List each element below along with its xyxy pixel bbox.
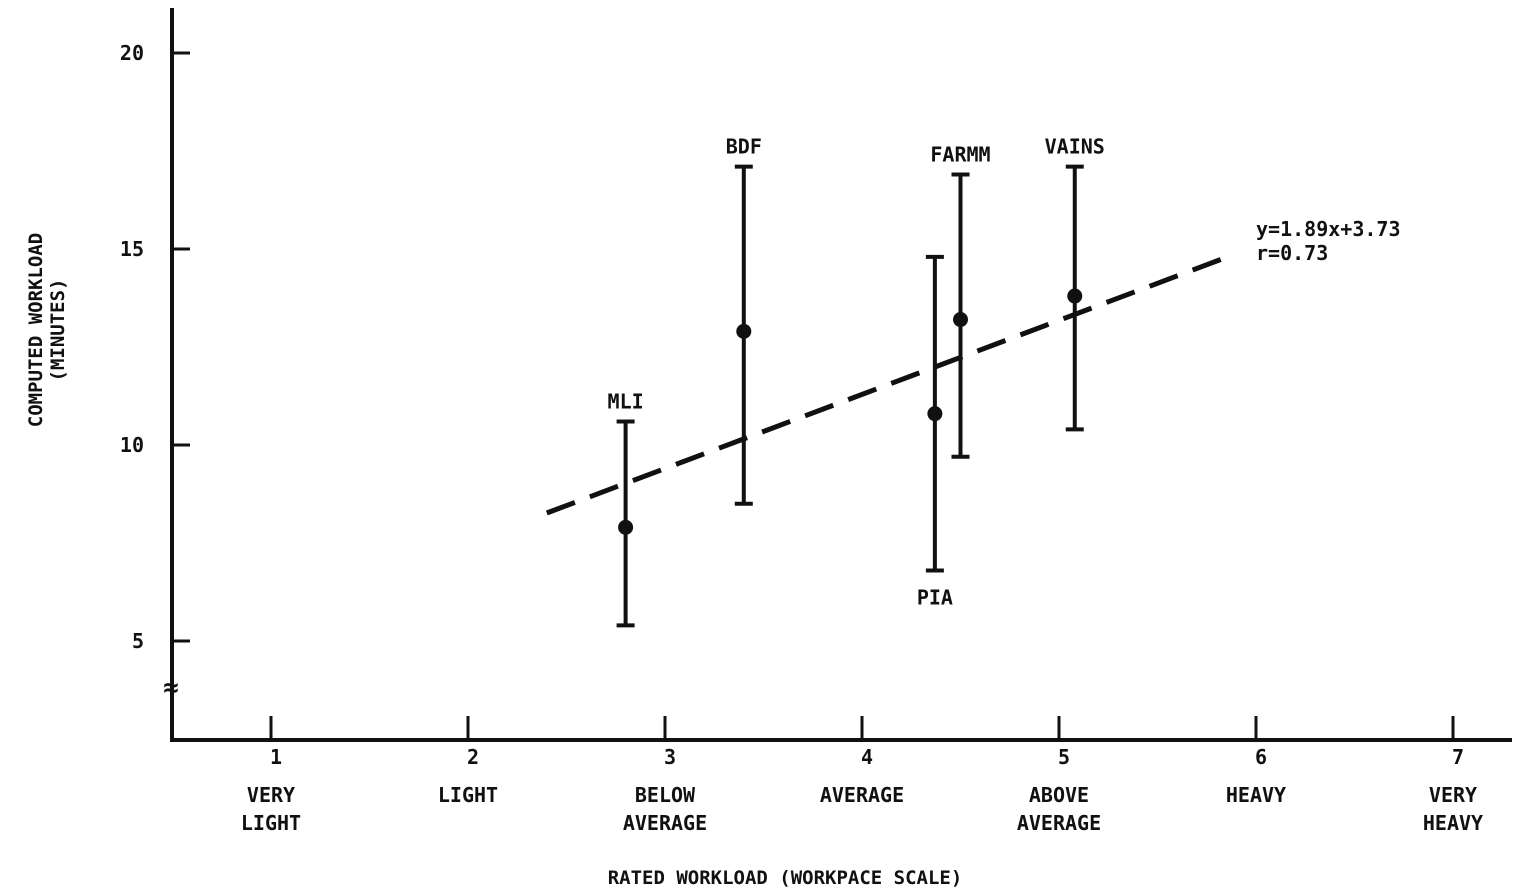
y-tick-label: 10 [120,433,144,457]
x-category-label: BELOW [635,783,696,807]
x-category-label: AVERAGE [1017,811,1101,835]
axis-break-symbol: ≈ [163,673,179,703]
y-axis-title-line1: COMPUTED WORKLOAD [25,233,47,427]
data-points: MLI BDF PIA FARMM VAINS [608,135,1105,628]
data-point [736,323,752,339]
x-category-label: VERY [247,783,295,807]
x-category-label: AVERAGE [623,811,707,835]
x-category-label: LIGHT [241,811,301,835]
y-axis-title-line2: (MINUTES) [47,279,69,382]
regression-equation: y=1.89x+3.73 [1256,217,1401,241]
data-point-group: MLI [608,389,644,628]
x-tick-label: 7 [1452,745,1464,769]
x-tick-label: 3 [664,745,676,769]
x-tick-label: 4 [861,745,873,769]
y-tick-label: 20 [120,41,144,65]
data-point-group: FARMM [930,143,991,459]
x-category-label: LIGHT [438,783,498,807]
y-tick-label: 5 [132,629,144,653]
y-axis: 5 10 15 20 [120,8,190,742]
x-category-label: ABOVE [1029,783,1089,807]
data-point-group: VAINS [1045,135,1105,432]
x-category-labels: VERY LIGHT LIGHT BELOW AVERAGE AVERAGE ABOVE AV… [241,783,1483,835]
regression-line [545,255,1228,516]
data-point-label: VAINS [1045,135,1105,159]
x-tick-label: 6 [1255,745,1267,769]
x-ticks: 1 2 3 4 5 6 7 [269,716,1464,769]
data-point-label: MLI [608,389,644,413]
data-point-group: PIA [917,254,953,609]
x-tick-label: 2 [467,745,479,769]
x-tick-label: 5 [1058,745,1070,769]
data-point [927,406,943,422]
correlation-text: r=0.73 [1256,241,1328,265]
y-ticks: 5 10 15 20 [120,41,190,653]
data-point-label: PIA [917,585,953,609]
data-point-label: BDF [726,135,762,159]
x-category-label: VERY [1429,783,1477,807]
x-tick-label: 1 [270,745,282,769]
x-category-label: AVERAGE [820,783,904,807]
data-point [618,519,634,535]
x-axis: 1 2 3 4 5 6 7 VERY LIGHT LIGHT BELOW AVERAGE AVERAG… [170,716,1512,835]
x-category-label: HEAVY [1423,811,1483,835]
data-point [953,312,968,328]
y-tick-label: 15 [120,237,144,261]
x-axis-title: RATED WORKLOAD (WORKPACE SCALE) [608,867,963,889]
data-point-group: BDF [726,135,762,506]
data-point [1067,288,1083,304]
x-category-label: HEAVY [1226,783,1286,807]
data-point-label: FARMM [930,143,990,167]
